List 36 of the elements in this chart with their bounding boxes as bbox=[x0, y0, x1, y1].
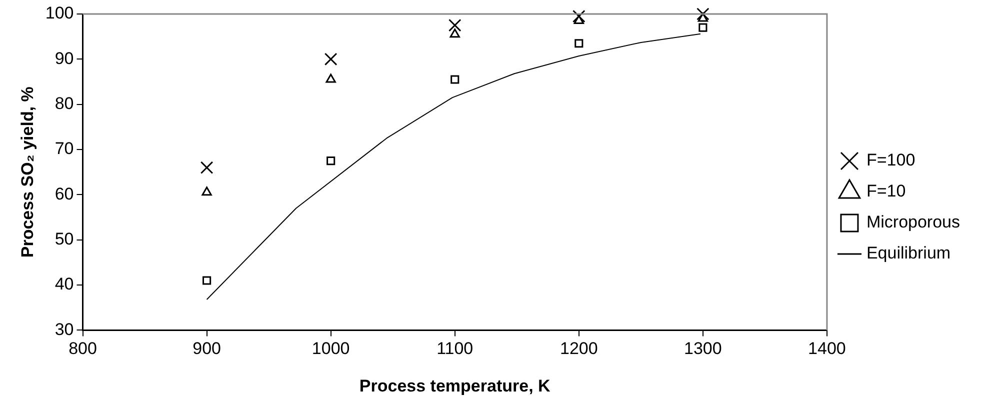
point bbox=[574, 15, 584, 24]
legend-label: F=100 bbox=[866, 150, 916, 170]
point bbox=[202, 276, 212, 285]
x-axis-title: Process temperature, K bbox=[359, 376, 552, 396]
x-tick-label: 900 bbox=[192, 339, 221, 358]
y-tick-label: 80 bbox=[54, 94, 74, 114]
point bbox=[202, 186, 212, 196]
point bbox=[572, 10, 586, 23]
x-tick-label: 1300 bbox=[684, 339, 722, 358]
legend-label: Microporous bbox=[866, 212, 960, 232]
point bbox=[200, 161, 214, 174]
point bbox=[448, 18, 462, 32]
legend-label: Equilibrium bbox=[866, 244, 951, 263]
y-tick-label: 90 bbox=[54, 48, 74, 68]
x-tick-label: 1100 bbox=[436, 339, 474, 358]
y-tick-label: 40 bbox=[54, 274, 74, 294]
point bbox=[698, 12, 708, 22]
y-tick-label: 60 bbox=[54, 184, 74, 204]
point bbox=[696, 8, 710, 20]
y-axis-title: Process SO₂ yield, % bbox=[18, 86, 37, 258]
point bbox=[326, 156, 336, 166]
point bbox=[326, 74, 336, 83]
y-tick-label: 100 bbox=[45, 4, 74, 23]
y-tick-label: 50 bbox=[54, 230, 74, 249]
point bbox=[698, 23, 708, 32]
y-tick-label: 30 bbox=[54, 320, 74, 339]
point bbox=[574, 39, 584, 48]
x-tick-label: 1200 bbox=[560, 339, 598, 358]
legend-label: F=10 bbox=[866, 182, 906, 201]
point bbox=[324, 52, 338, 66]
point bbox=[450, 75, 460, 84]
point bbox=[450, 28, 460, 38]
x-tick-label: 1400 bbox=[808, 339, 846, 358]
y-tick-label: 70 bbox=[54, 139, 74, 158]
x-tick-label: 1000 bbox=[312, 339, 350, 358]
x-tick-label: 800 bbox=[68, 339, 97, 358]
